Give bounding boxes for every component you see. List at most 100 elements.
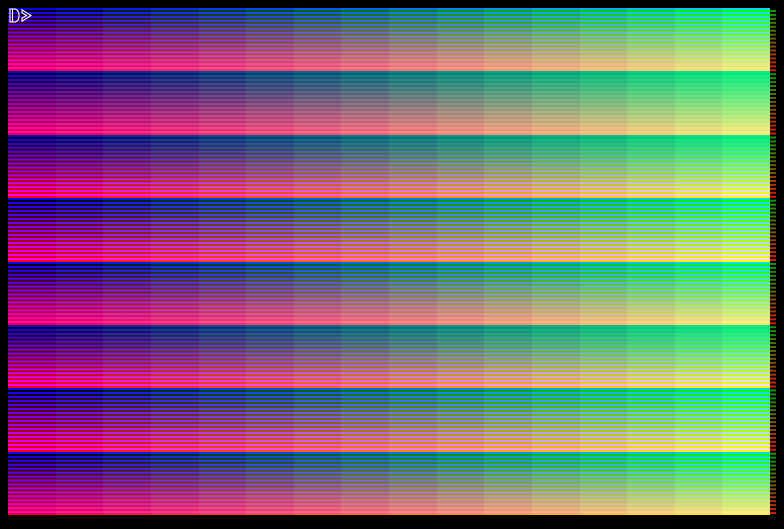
gradient-cell <box>198 8 247 72</box>
gradient-cell <box>389 134 437 199</box>
gradient-cell <box>55 71 104 135</box>
gradient-cell <box>198 261 247 325</box>
gradient-cell <box>674 324 723 389</box>
gradient-cell <box>579 198 628 262</box>
gradient-cell <box>55 388 104 452</box>
gradient-cell <box>341 388 389 452</box>
gradient-cell <box>531 198 580 262</box>
gradient-cell <box>150 261 199 325</box>
color-test-grid <box>8 8 770 515</box>
gradient-cell <box>341 134 389 199</box>
gradient-cell <box>722 134 770 199</box>
gradient-cell <box>484 134 532 199</box>
gradient-cell <box>341 261 389 325</box>
gradient-cell <box>389 388 437 452</box>
gradient-cell <box>293 324 342 389</box>
gradient-cell <box>246 388 294 452</box>
gradient-cell <box>722 71 770 135</box>
gradient-cell <box>627 8 675 72</box>
gradient-cell <box>627 71 675 135</box>
gradient-cell <box>389 261 437 325</box>
gradient-cell <box>436 8 485 72</box>
gradient-cell <box>103 324 151 389</box>
gradient-cell <box>436 261 485 325</box>
gradient-cell <box>8 198 56 262</box>
gradient-cell <box>55 451 104 515</box>
gradient-cell <box>103 388 151 452</box>
gradient-cell <box>55 198 104 262</box>
gradient-cell <box>436 451 485 515</box>
edge-strip <box>770 8 776 515</box>
gradient-cell <box>198 198 247 262</box>
gradient-cell <box>389 198 437 262</box>
gradient-cell <box>436 198 485 262</box>
gradient-cell <box>531 8 580 72</box>
gradient-cell <box>341 8 389 72</box>
gradient-cell <box>55 134 104 199</box>
gradient-cell <box>341 71 389 135</box>
gradient-cell <box>627 324 675 389</box>
gradient-cell <box>293 388 342 452</box>
gradient-cell <box>293 71 342 135</box>
gradient-cell <box>722 8 770 72</box>
gradient-cell <box>8 8 56 72</box>
dos-prompt: D> <box>8 7 36 25</box>
gradient-cell <box>722 198 770 262</box>
gradient-cell <box>389 451 437 515</box>
gradient-cell <box>627 134 675 199</box>
gradient-cell <box>246 261 294 325</box>
gradient-cell <box>531 261 580 325</box>
gradient-cell <box>722 261 770 325</box>
gradient-cell <box>341 324 389 389</box>
gradient-cell <box>531 324 580 389</box>
gradient-cell <box>103 451 151 515</box>
gradient-cell <box>55 261 104 325</box>
gradient-cell <box>8 324 56 389</box>
gradient-cell <box>246 451 294 515</box>
gradient-cell <box>579 324 628 389</box>
gradient-cell <box>293 8 342 72</box>
gradient-cell <box>579 8 628 72</box>
gradient-cell <box>484 388 532 452</box>
gradient-cell <box>627 261 675 325</box>
gradient-cell <box>246 198 294 262</box>
gradient-cell <box>484 451 532 515</box>
gradient-cell <box>627 198 675 262</box>
gradient-cell <box>674 261 723 325</box>
gradient-cell <box>55 8 104 72</box>
gradient-cell <box>579 388 628 452</box>
gradient-cell <box>293 134 342 199</box>
gradient-cell <box>198 71 247 135</box>
gradient-cell <box>627 451 675 515</box>
gradient-cell <box>293 261 342 325</box>
gradient-cell <box>198 324 247 389</box>
gradient-cell <box>627 388 675 452</box>
gradient-cell <box>579 71 628 135</box>
gradient-cell <box>8 134 56 199</box>
gradient-cell <box>150 451 199 515</box>
gradient-cell <box>103 8 151 72</box>
gradient-cell <box>246 8 294 72</box>
gradient-cell <box>484 8 532 72</box>
gradient-cell <box>246 134 294 199</box>
gradient-cell <box>389 8 437 72</box>
gradient-cell <box>579 134 628 199</box>
gradient-cell <box>674 134 723 199</box>
gradient-cell <box>8 388 56 452</box>
gradient-cell <box>150 134 199 199</box>
gradient-cell <box>55 324 104 389</box>
gradient-cell <box>150 8 199 72</box>
gradient-cell <box>198 451 247 515</box>
gradient-cell <box>436 388 485 452</box>
gradient-cell <box>674 388 723 452</box>
gradient-cell <box>484 324 532 389</box>
gradient-cell <box>103 134 151 199</box>
gradient-cell <box>246 324 294 389</box>
gradient-cell <box>293 451 342 515</box>
gradient-cell <box>531 134 580 199</box>
gradient-cell <box>531 451 580 515</box>
gradient-cell <box>8 451 56 515</box>
gradient-cell <box>103 71 151 135</box>
gradient-cell <box>531 71 580 135</box>
